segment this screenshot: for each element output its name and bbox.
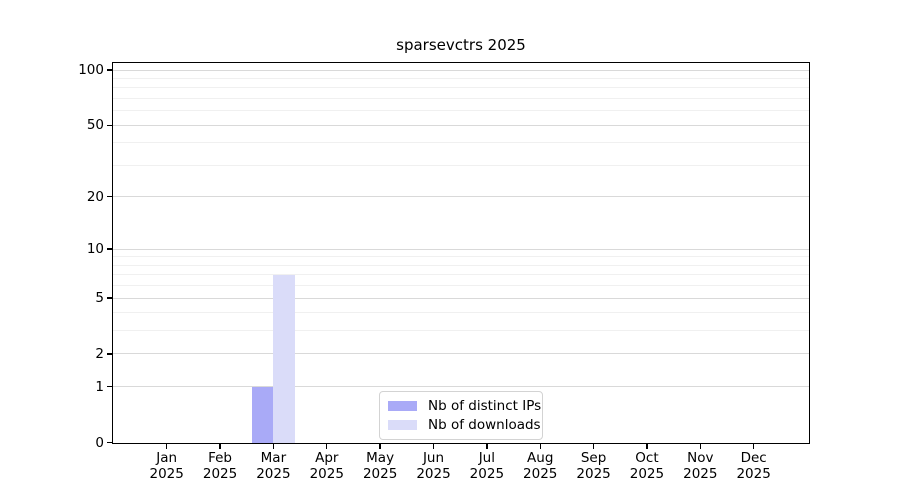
- gridline-minor: [112, 77, 810, 79]
- y-axis-tick: [106, 386, 112, 388]
- x-axis-label: Aug 2025: [523, 450, 558, 482]
- x-axis-tick: [592, 444, 595, 449]
- y-axis-tick: [106, 353, 112, 355]
- y-axis-label: 5: [95, 290, 104, 306]
- gridline-minor: [112, 87, 810, 89]
- x-axis-tick: [699, 444, 701, 449]
- y-axis-tick: [106, 442, 112, 444]
- chart-title: sparsevctrs 2025: [396, 36, 526, 54]
- y-axis-tick: [106, 248, 112, 250]
- x-axis-label: Oct 2025: [629, 450, 665, 482]
- x-axis-label: Jun 2025: [416, 450, 451, 482]
- gridline-major: [112, 386, 810, 388]
- bar-downloads: [273, 274, 295, 443]
- x-axis-label: Sep 2025: [576, 450, 611, 482]
- x-axis-tick: [753, 444, 755, 449]
- x-axis-label: Jan 2025: [149, 450, 184, 482]
- gridline-major: [112, 248, 810, 250]
- x-axis-tick: [219, 444, 221, 449]
- legend-swatch: [388, 420, 417, 430]
- x-axis-label: Jul 2025: [469, 450, 505, 482]
- y-axis-label: 1: [95, 378, 104, 395]
- gridline-major: [112, 69, 810, 71]
- gridline-major: [112, 124, 810, 126]
- x-axis-label: Feb 2025: [202, 450, 238, 482]
- y-axis-label: 0: [95, 434, 104, 451]
- y-axis-tick: [106, 297, 112, 299]
- x-axis-tick: [539, 444, 541, 449]
- gridline-minor: [112, 274, 810, 276]
- x-axis-label: Mar 2025: [256, 450, 291, 482]
- y-axis-label: 2: [95, 345, 104, 362]
- bar-distinct-ips: [252, 386, 274, 443]
- gridline-minor: [112, 330, 810, 332]
- x-axis-label: Nov 2025: [683, 450, 718, 482]
- gridline-minor: [112, 110, 810, 112]
- y-axis-label: 50: [86, 117, 104, 134]
- gridline-major: [112, 353, 810, 355]
- gridline-minor: [112, 142, 810, 144]
- gridline-minor: [112, 264, 810, 266]
- plot-area: [106, 62, 810, 449]
- gridline-minor: [112, 97, 810, 99]
- gridline-major: [112, 196, 810, 198]
- legend-entry: Nb of downloads: [388, 417, 541, 433]
- x-axis-tick: [326, 444, 328, 449]
- x-axis-tick: [272, 444, 275, 449]
- x-axis-tick: [166, 444, 168, 449]
- legend-label: Nb of distinct IPs: [428, 398, 542, 414]
- x-axis-tick: [486, 444, 488, 449]
- legend-swatch: [388, 401, 417, 411]
- y-axis-tick: [106, 124, 112, 126]
- gridline-minor: [112, 256, 810, 258]
- legend: Nb of distinct IPs Nb of downloads: [379, 391, 543, 440]
- y-axis-label: 100: [78, 62, 104, 78]
- y-axis-label: 10: [86, 241, 104, 258]
- gridline-minor: [112, 312, 810, 314]
- gridline-minor: [112, 285, 810, 287]
- y-axis-label: 20: [86, 188, 104, 205]
- x-axis-tick: [646, 444, 648, 449]
- x-axis-label: Dec 2025: [736, 450, 771, 482]
- legend-label: Nb of downloads: [428, 417, 541, 433]
- y-axis-tick: [106, 69, 112, 71]
- gridline-major: [112, 297, 810, 299]
- gridline-minor: [112, 164, 810, 166]
- legend-entry: Nb of distinct IPs: [388, 398, 541, 414]
- x-axis-tick: [379, 444, 381, 449]
- x-axis-tick: [432, 444, 435, 449]
- x-axis-label: May 2025: [362, 450, 398, 482]
- x-axis-label: Apr 2025: [309, 450, 344, 482]
- y-axis-tick: [106, 196, 112, 198]
